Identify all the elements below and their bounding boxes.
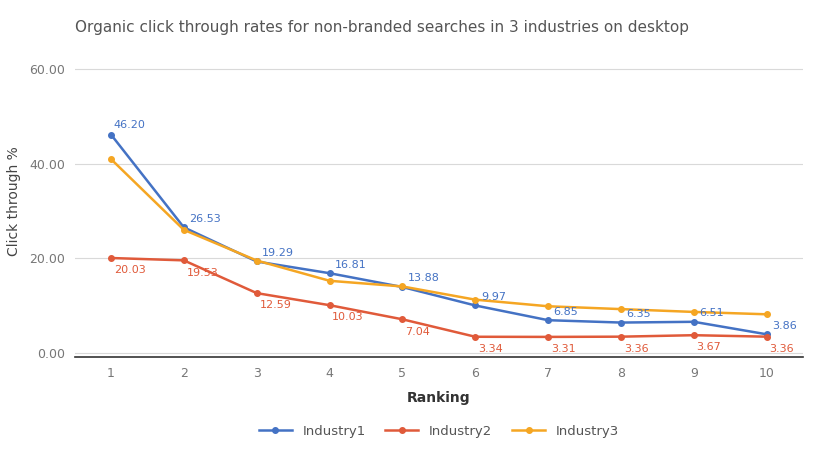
Industry3: [179, 227, 189, 233]
Industry2: [106, 255, 116, 261]
Text: Organic click through rates for non-branded searches in 3 industries on desktop: Organic click through rates for non-bran…: [74, 20, 688, 35]
Industry3: [543, 304, 552, 309]
Text: 3.31: 3.31: [550, 344, 575, 354]
Industry2: [470, 334, 480, 339]
Y-axis label: Click through %: Click through %: [7, 147, 21, 256]
Industry2: [397, 316, 407, 322]
Text: 16.81: 16.81: [335, 260, 366, 270]
Industry2: [761, 334, 771, 339]
Industry2: [543, 334, 552, 340]
Industry3: [761, 311, 771, 317]
Industry1: [324, 271, 334, 276]
Industry3: [106, 156, 116, 162]
Text: 9.97: 9.97: [480, 292, 505, 302]
Industry3: [251, 258, 261, 263]
Industry1: [397, 284, 407, 290]
Industry1: [179, 224, 189, 230]
Industry3: [615, 306, 625, 312]
Line: Industry1: Industry1: [108, 132, 768, 337]
Industry3: [324, 278, 334, 284]
Text: 26.53: 26.53: [189, 214, 221, 224]
Text: 20.03: 20.03: [113, 265, 146, 275]
Industry1: [470, 303, 480, 308]
Industry2: [179, 257, 189, 263]
Text: 6.85: 6.85: [553, 307, 578, 316]
Industry1: [615, 320, 625, 325]
Industry1: [761, 332, 771, 337]
Text: 19.29: 19.29: [262, 248, 294, 258]
Industry1: [688, 319, 698, 325]
Industry3: [397, 284, 407, 289]
Industry2: [615, 334, 625, 339]
Line: Industry3: Industry3: [108, 156, 768, 317]
Industry1: [251, 259, 261, 264]
Industry3: [470, 297, 480, 302]
Text: 46.20: 46.20: [113, 120, 146, 130]
Text: 3.36: 3.36: [623, 344, 648, 354]
Text: 12.59: 12.59: [259, 300, 291, 311]
Text: 19.53: 19.53: [186, 267, 218, 278]
Legend: Industry1, Industry2, Industry3: Industry1, Industry2, Industry3: [259, 425, 618, 438]
Text: 3.34: 3.34: [477, 344, 502, 354]
Text: 3.36: 3.36: [768, 344, 793, 354]
Text: 13.88: 13.88: [408, 273, 439, 284]
Line: Industry2: Industry2: [108, 255, 768, 340]
Industry2: [251, 290, 261, 296]
X-axis label: Ranking: Ranking: [407, 391, 470, 405]
Text: 10.03: 10.03: [332, 312, 364, 322]
Text: 6.51: 6.51: [699, 308, 723, 318]
Industry3: [688, 309, 698, 315]
Text: 6.35: 6.35: [626, 309, 650, 319]
Industry1: [543, 317, 552, 323]
Industry2: [324, 302, 334, 308]
Text: 3.86: 3.86: [772, 321, 796, 331]
Text: 7.04: 7.04: [404, 327, 429, 337]
Industry2: [688, 333, 698, 338]
Industry1: [106, 132, 116, 137]
Text: 3.67: 3.67: [696, 343, 720, 353]
